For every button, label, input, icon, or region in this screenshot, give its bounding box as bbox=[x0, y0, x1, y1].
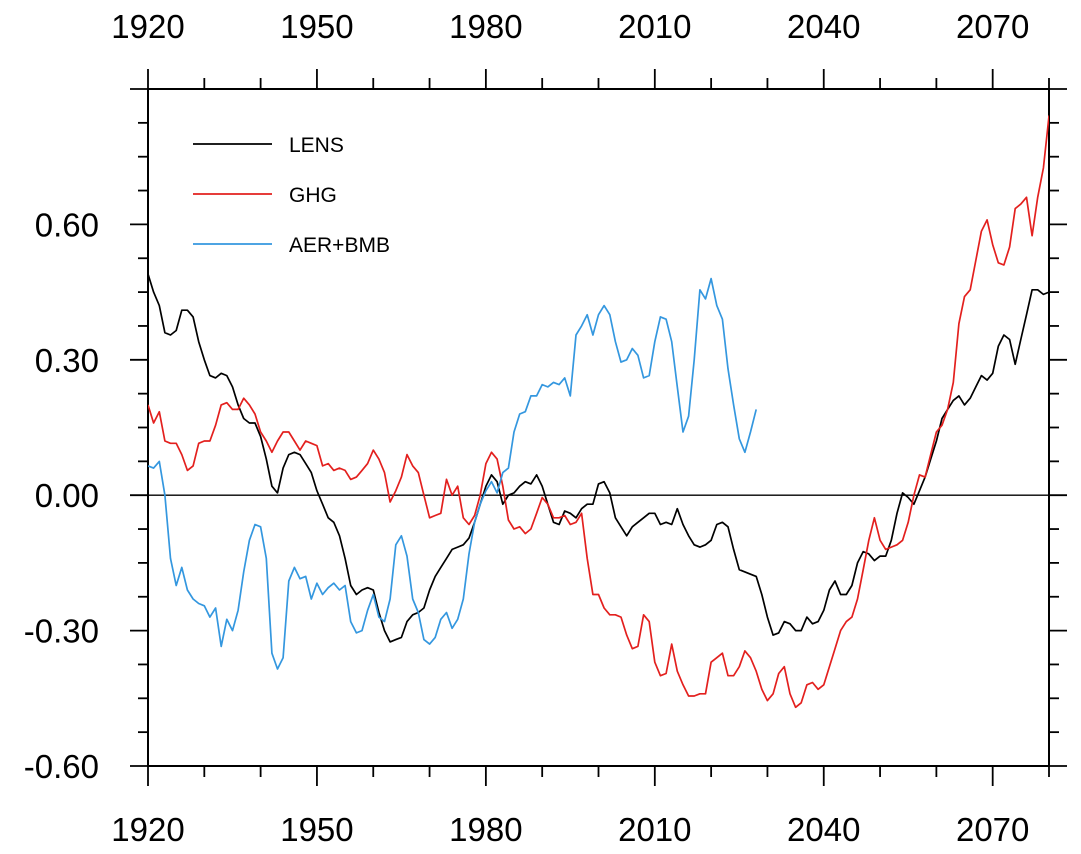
legend-label-aer-bmb: AER+BMB bbox=[289, 234, 390, 257]
x-tick-label-bottom: 2070 bbox=[956, 811, 1029, 848]
series-line-ghg bbox=[148, 115, 1049, 709]
y-tick-label: 0.30 bbox=[35, 342, 99, 379]
y-tick-label: 0.60 bbox=[35, 206, 99, 243]
x-tick-label-top: 1980 bbox=[449, 8, 522, 45]
x-tick-label-bottom: 1920 bbox=[111, 811, 184, 848]
series-line-lens bbox=[148, 273, 1049, 643]
legend-label-ghg: GHG bbox=[289, 184, 337, 207]
y-tick-label: 0.00 bbox=[35, 477, 99, 514]
series-line-aer-bmb bbox=[148, 277, 758, 670]
tick-labels-group: 1920 1920 1950 1950 1980 1980 2010 2010 2040 2040… bbox=[24, 8, 1030, 848]
series-group bbox=[148, 115, 1049, 709]
x-tick-label-top: 1920 bbox=[111, 8, 184, 45]
x-tick-label-top: 1950 bbox=[280, 8, 353, 45]
y-tick-label: -0.30 bbox=[24, 613, 99, 650]
x-tick-label-top: 2070 bbox=[956, 8, 1029, 45]
legend: LENS GHG AER+BMB bbox=[193, 134, 390, 257]
x-tick-label-top: 2040 bbox=[787, 8, 860, 45]
x-tick-label-bottom: 2040 bbox=[787, 811, 860, 848]
y-tick-label: -0.60 bbox=[24, 748, 99, 785]
x-tick-label-bottom: 1950 bbox=[280, 811, 353, 848]
x-tick-label-top: 2010 bbox=[618, 8, 691, 45]
legend-label-lens: LENS bbox=[289, 134, 344, 157]
x-tick-label-bottom: 1980 bbox=[449, 811, 522, 848]
ticks-group bbox=[130, 69, 1067, 786]
x-tick-label-bottom: 2010 bbox=[618, 811, 691, 848]
plot-frame bbox=[147, 88, 1050, 767]
